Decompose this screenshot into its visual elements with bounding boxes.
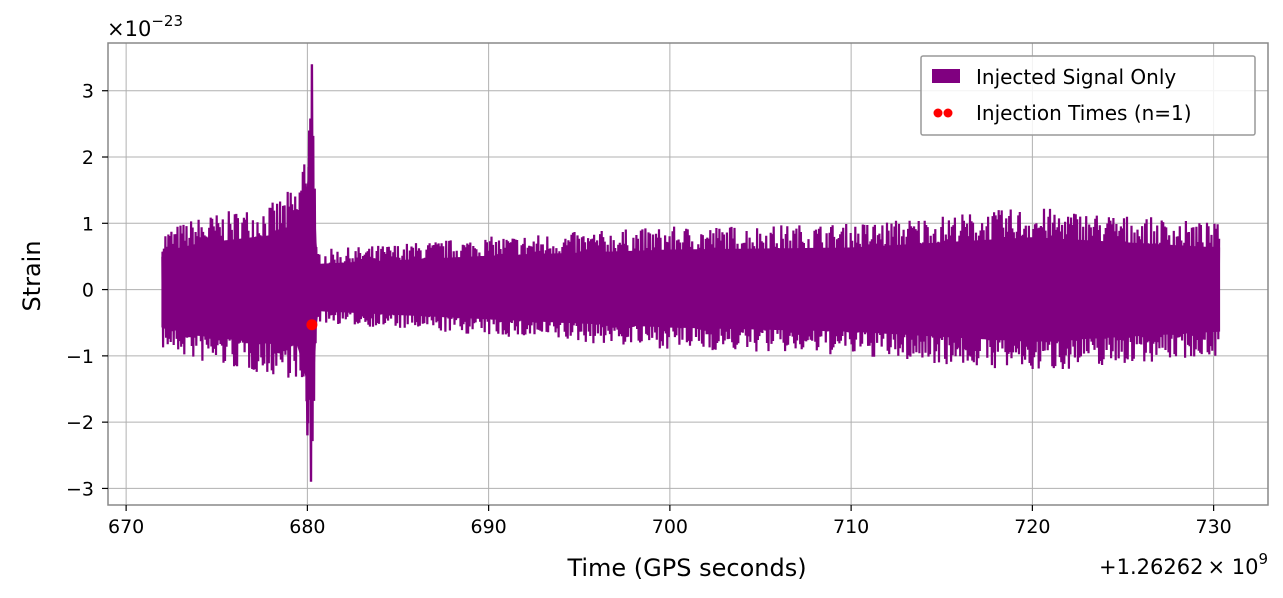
legend-label-injected-signal: Injected Signal Only xyxy=(976,65,1176,89)
svg-text:+1.26262× 109: +1.26262 × 109 xyxy=(1099,550,1268,579)
y-scale-prefix: ×10 xyxy=(107,17,151,41)
x-tick-label: 710 xyxy=(833,516,869,538)
x-offset-factor: +1.26262 × 109 xyxy=(1099,550,1268,579)
x-tick-label: 680 xyxy=(289,516,325,538)
x-tick-label: 700 xyxy=(652,516,688,538)
x-offset-label: +1.26262 xyxy=(1099,555,1203,579)
y-tick-label: −2 xyxy=(66,412,94,434)
legend: Injected Signal Only Injection Times (n=… xyxy=(920,55,1256,136)
y-axis-label: Strain xyxy=(18,240,46,311)
y-axis-ticks: −3 −2 −1 0 1 2 3 xyxy=(66,81,108,500)
legend-marker-injection-1 xyxy=(933,108,943,118)
legend-box xyxy=(920,55,1256,136)
y-scale-exp: −23 xyxy=(151,12,183,30)
x-offset-mult: × 10 xyxy=(1207,555,1258,579)
injection-time-marker xyxy=(306,319,318,331)
legend-swatch-injected-signal xyxy=(932,69,960,83)
merger-burst xyxy=(304,64,316,482)
x-tick-label: 730 xyxy=(1195,516,1231,538)
legend-marker-injection-2 xyxy=(943,108,953,118)
y-tick-label: −1 xyxy=(66,346,94,368)
y-scale-factor: ×10−23 xyxy=(107,12,183,41)
x-tick-label: 720 xyxy=(1014,516,1050,538)
injected-signal-trace xyxy=(161,118,1221,442)
y-tick-label: −3 xyxy=(66,478,94,500)
legend-label-injection-times: Injection Times (n=1) xyxy=(976,101,1192,125)
y-tick-label: 3 xyxy=(82,81,94,103)
axes-frame xyxy=(107,42,1269,506)
svg-text:×10−23: ×10−23 xyxy=(107,12,183,41)
x-offset-exp: 9 xyxy=(1258,550,1268,568)
x-tick-label: 670 xyxy=(108,516,144,538)
y-tick-label: 0 xyxy=(82,280,94,302)
injected-signal-line xyxy=(161,64,1221,482)
x-axis-label: Time (GPS seconds) xyxy=(566,554,806,582)
x-tick-label: 690 xyxy=(470,516,506,538)
y-tick-label: 1 xyxy=(82,213,94,235)
y-tick-label: 2 xyxy=(82,147,94,169)
x-axis-ticks: 670 680 690 700 710 720 730 xyxy=(108,505,1232,538)
